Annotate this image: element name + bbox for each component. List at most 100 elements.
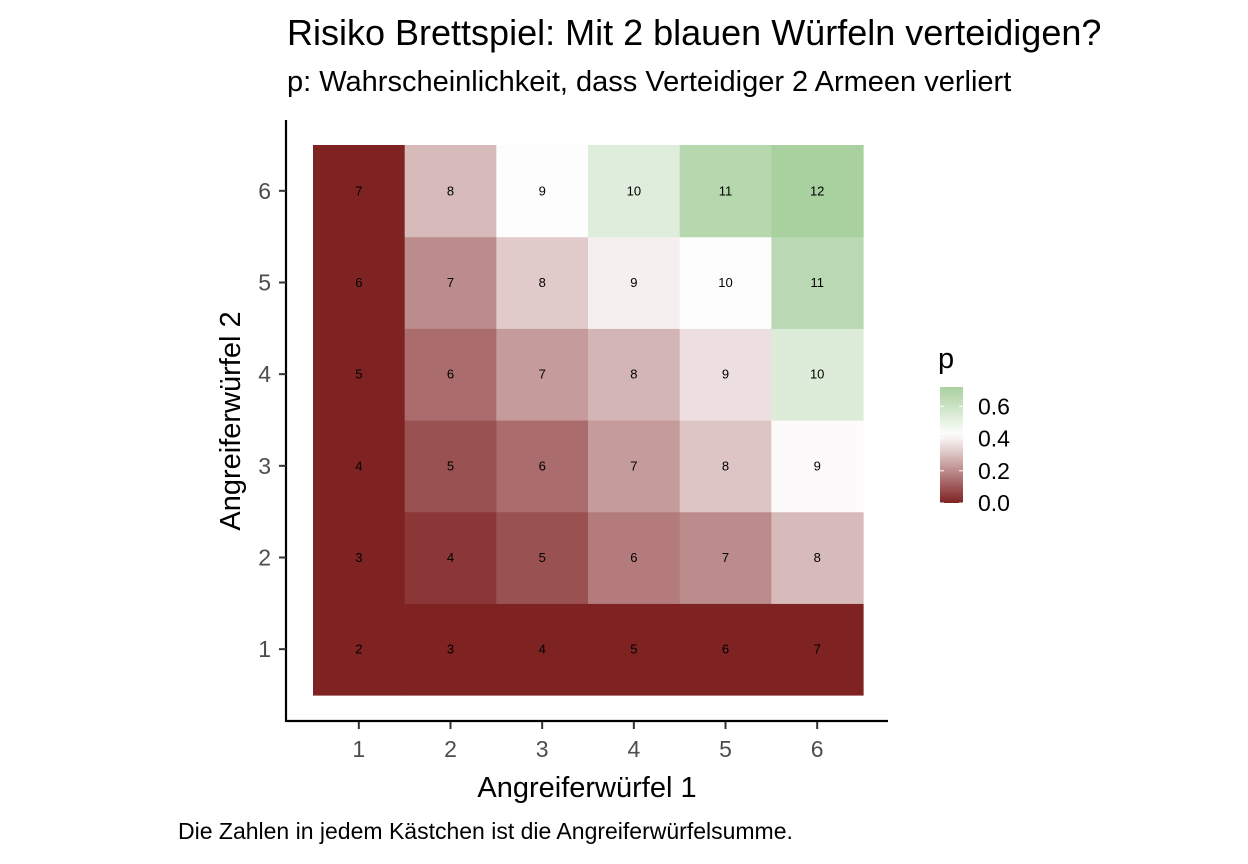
cell-label: 8 (539, 275, 546, 290)
heatmap-cell (679, 419, 772, 513)
heatmap-cell (313, 144, 406, 238)
cell-label: 5 (630, 642, 637, 657)
x-axis-label: Angreiferwürfel 1 (477, 772, 696, 804)
cell-label: 6 (630, 550, 637, 565)
cell-label: 5 (355, 367, 362, 382)
x-tick-label: 3 (536, 736, 549, 762)
y-tick-label: 3 (258, 453, 271, 479)
heatmap-cell (313, 603, 406, 696)
heatmap-cell (679, 144, 772, 238)
heatmap-cell (771, 144, 864, 238)
heatmap-cell (313, 419, 406, 513)
heatmap-cell (313, 511, 406, 604)
heatmap-cell (496, 236, 589, 329)
cell-label: 6 (355, 275, 362, 290)
legend-breaks: 0.0 0.2 0.4 0.6 (940, 393, 1010, 516)
heatmap-cell (588, 511, 681, 604)
x-tick-label: 2 (444, 736, 457, 762)
heatmap-cell (679, 236, 772, 329)
y-tick-label: 5 (258, 269, 271, 295)
cell-label: 2 (355, 642, 362, 657)
heatmap-cell (496, 603, 589, 696)
cell-label: 7 (539, 367, 546, 382)
cell-label: 9 (539, 183, 546, 198)
heatmap-cell (404, 236, 497, 329)
x-tick-label: 5 (719, 736, 732, 762)
cell-label: 5 (539, 550, 546, 565)
heatmap-cell (679, 603, 772, 696)
y-tick-label: 4 (258, 361, 271, 387)
heatmap-cell (771, 603, 864, 696)
cell-label: 12 (810, 183, 824, 198)
cell-label: 5 (447, 458, 454, 473)
x-tick-label: 4 (627, 736, 640, 762)
cell-label: 7 (814, 642, 821, 657)
legend-title: p (938, 343, 954, 375)
legend: p 0.0 0.2 0.4 0.6 (938, 343, 1010, 516)
heatmap-cell (404, 511, 497, 604)
x-tick-label: 1 (352, 736, 365, 762)
cell-label: 10 (627, 183, 641, 198)
heatmap-cell (771, 511, 864, 604)
cell-label: 4 (355, 458, 362, 473)
heatmap-cell (679, 511, 772, 604)
cell-label: 6 (722, 642, 729, 657)
cell-label: 9 (814, 458, 821, 473)
heatmap-cell (588, 236, 681, 329)
heatmap-cell (496, 511, 589, 604)
heatmap-cell (496, 419, 589, 513)
heatmap-cell (588, 603, 681, 696)
cell-label: 10 (810, 367, 824, 382)
heatmap-cell (771, 419, 864, 513)
heatmap-cell (404, 328, 497, 421)
cell-label: 8 (814, 550, 821, 565)
cell-label: 8 (447, 183, 454, 198)
y-axis-label: Angreiferwürfel 2 (215, 311, 247, 530)
x-tick-label: 6 (811, 736, 824, 762)
legend-break-label: 0.6 (978, 393, 1010, 419)
cell-label: 4 (447, 550, 454, 565)
heatmap-cell (771, 236, 864, 329)
legend-break-label: 0.4 (978, 426, 1010, 452)
cell-label: 7 (722, 550, 729, 565)
chart-caption: Die Zahlen in jedem Kästchen ist die Ang… (178, 818, 793, 844)
cell-label: 7 (630, 458, 637, 473)
heatmap-cell (771, 328, 864, 421)
legend-break-label: 0.2 (978, 458, 1010, 484)
heatmap-cell (588, 144, 681, 238)
legend-colorbar (940, 387, 963, 503)
y-tick-label: 6 (258, 178, 271, 204)
y-tick-label: 1 (258, 636, 271, 662)
cell-label: 6 (447, 367, 454, 382)
heatmap-cells (313, 144, 864, 696)
cell-label: 9 (630, 275, 637, 290)
heatmap-cell (496, 144, 589, 238)
axes (284, 120, 888, 723)
cell-label: 3 (355, 550, 362, 565)
cell-label: 8 (722, 458, 729, 473)
heatmap-cell (588, 328, 681, 421)
cell-label: 4 (539, 642, 546, 657)
cell-label: 11 (719, 183, 733, 198)
cell-label: 9 (722, 367, 729, 382)
chart-title: Risiko Brettspiel: Mit 2 blauen Würfeln … (287, 12, 1102, 53)
y-tick-label: 2 (258, 545, 271, 571)
heatmap-cell-labels: 2 3 4 5 6 7 3 4 5 6 7 8 4 5 6 7 8 9 5 6 7 8 9 10 6 7 8 9 10 11 7 8 9 10 11… (355, 183, 824, 656)
cell-label: 3 (447, 642, 454, 657)
heatmap-cell (679, 328, 772, 421)
heatmap-cell (313, 236, 406, 329)
cell-label: 6 (539, 458, 546, 473)
cell-label: 7 (447, 275, 454, 290)
heatmap-cell (404, 144, 497, 238)
y-axis-ticks: 1 2 3 4 5 6 (258, 178, 286, 662)
cell-label: 8 (630, 367, 637, 382)
heatmap-cell (404, 419, 497, 513)
heatmap-cell (313, 328, 406, 421)
chart-subtitle: p: Wahrscheinlichkeit, dass Verteidiger … (287, 66, 1012, 98)
heatmap-cell (404, 603, 497, 696)
heatmap-cell (496, 328, 589, 421)
x-axis-ticks: 1 2 3 4 5 6 (352, 722, 824, 762)
cell-label: 10 (718, 275, 732, 290)
cell-label: 11 (810, 275, 824, 290)
